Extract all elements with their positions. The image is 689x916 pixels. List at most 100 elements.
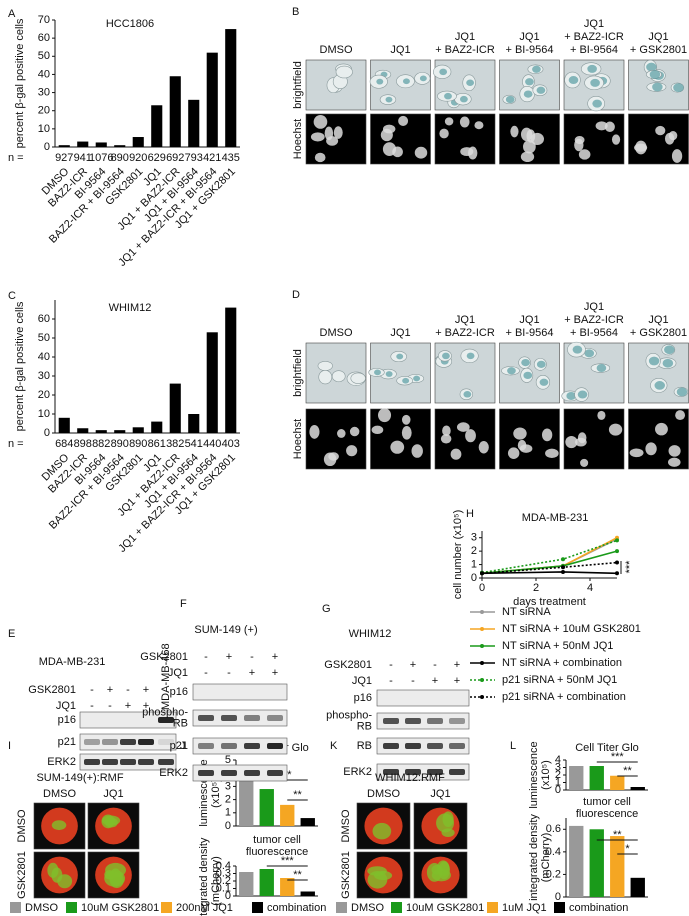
nucleus (442, 425, 451, 436)
bar (589, 829, 604, 897)
legend-label: p21 siRNA + combination (502, 691, 626, 703)
micrograph (413, 851, 468, 899)
x-tick-label: 0 (479, 582, 485, 594)
y-tick-label: 1 (471, 558, 477, 570)
micrograph (563, 408, 625, 470)
y-tick-label: 1 (555, 776, 561, 788)
column-label: JQ1 (103, 788, 123, 800)
stain (376, 78, 384, 85)
micrograph (433, 59, 496, 111)
y-tick-label: 70 (38, 14, 50, 26)
y-tick-label: 50 (38, 50, 50, 62)
point (615, 549, 619, 554)
nucleus (444, 117, 454, 126)
nucleus (655, 125, 666, 136)
y-tick-label: 0 (225, 820, 231, 832)
column-label: + BI-9564 (570, 327, 618, 339)
n-value: 403 (222, 438, 240, 450)
micrograph (305, 113, 367, 165)
panel-letter: K (330, 740, 338, 752)
band (120, 759, 136, 765)
panel-letter: L (510, 740, 516, 752)
stain (654, 381, 665, 390)
nucleus (595, 121, 608, 131)
blot-strip (376, 737, 470, 755)
legend-swatch (554, 902, 565, 913)
chart-title: WHIM12 (109, 302, 152, 314)
legend-label: p21 siRNA + 50nM JQ1 (502, 674, 617, 686)
chart-title: MDA-MB-231 (522, 512, 589, 524)
micrograph (356, 851, 411, 899)
n-value: 882 (92, 438, 110, 450)
bar (225, 307, 237, 433)
stain (649, 70, 661, 79)
stain (523, 371, 533, 380)
column-label: JQ1 (390, 327, 410, 339)
nucleus (324, 126, 334, 141)
band (120, 739, 136, 745)
stain (664, 345, 675, 355)
bar (58, 417, 70, 433)
nucleus (635, 140, 647, 155)
treatment-mark: + (143, 700, 149, 712)
y-axis-label: luminescence (528, 741, 540, 808)
treatment-mark: - (90, 684, 94, 696)
treatment-mark: - (433, 659, 437, 671)
blot-label: p16 (170, 686, 188, 698)
nucleus (380, 128, 393, 142)
micrograph (434, 408, 496, 470)
micrograph (499, 59, 560, 111)
stain (648, 356, 660, 366)
panel-letter: H (466, 508, 474, 520)
nucleus (309, 424, 320, 439)
y-tick-label: 4 (555, 754, 561, 766)
treatment-label: JQ1 (352, 675, 372, 687)
nucleus (465, 429, 476, 443)
legend-swatch (336, 902, 347, 913)
significance-label: ** (283, 769, 292, 781)
band (383, 769, 399, 775)
legend-marker (480, 678, 484, 682)
bar (77, 141, 89, 147)
n-value: 861 (148, 438, 166, 450)
n-value: 421 (203, 152, 221, 164)
stain (592, 99, 602, 108)
treatment-mark: + (272, 667, 278, 679)
blot-label: phospho- (326, 709, 372, 721)
panel-letter: F (180, 598, 187, 610)
green-cells (57, 874, 73, 889)
stain (402, 377, 410, 384)
micrograph (87, 802, 140, 850)
nucleus (510, 125, 519, 138)
significance-label: *** (624, 560, 636, 574)
column-label: + BAZ2-ICR (435, 327, 495, 339)
legend-marker (480, 661, 484, 665)
column-label: JQ1 (648, 314, 668, 326)
micrograph (628, 342, 689, 404)
bar (58, 145, 70, 147)
stain (413, 375, 421, 382)
significance-label: ** (293, 789, 302, 801)
treatment-mark: - (389, 675, 393, 687)
micrograph (305, 342, 367, 404)
bar (151, 421, 163, 433)
band (267, 743, 283, 749)
bar (569, 766, 584, 790)
blot-strip (192, 709, 288, 727)
blot-strip (376, 689, 470, 707)
nucleus (667, 457, 681, 467)
y-axis-label: percent β-gal positive cells (14, 301, 26, 431)
y-axis-label: integrated density (528, 814, 540, 901)
y-tick-label: 2 (471, 545, 477, 557)
legend-marker (480, 610, 484, 614)
treatment-label: GSK2801 (324, 659, 372, 671)
legend-label: DMSO (351, 902, 384, 914)
x-tick-label: 2 (533, 582, 539, 594)
y-tick-label: 0.6 (546, 823, 561, 835)
bar (300, 891, 315, 896)
stain (584, 349, 595, 358)
y-tick-label: 2 (225, 794, 231, 806)
nucleus (346, 445, 358, 457)
point (480, 571, 484, 576)
nucleus (314, 152, 326, 163)
